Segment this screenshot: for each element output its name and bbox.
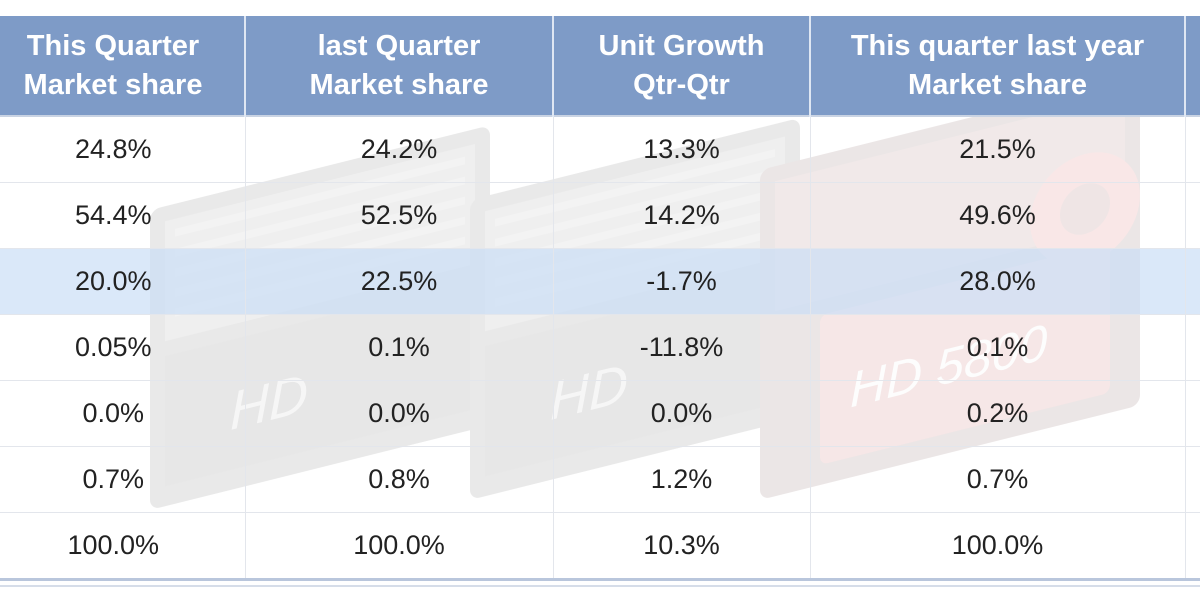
- cell-unit-growth: 10.3%: [553, 512, 811, 581]
- cell-last-year: 21.5%: [810, 115, 1186, 183]
- header-last-quarter-share: last Quarter Market share: [245, 16, 554, 116]
- cell-extra: [1185, 248, 1200, 315]
- cell-last-year: 28.0%: [810, 248, 1186, 315]
- header-extra-column: [1185, 16, 1200, 116]
- bottom-divider: [0, 585, 1200, 587]
- cell-this-quarter: 24.8%: [0, 115, 246, 183]
- cell-extra: [1185, 446, 1200, 513]
- cell-unit-growth: 14.2%: [553, 182, 811, 249]
- cell-extra: [1185, 115, 1200, 183]
- cell-this-quarter: 100.0%: [0, 512, 246, 581]
- header-last-year-share: This quarter last year Market share: [810, 16, 1186, 116]
- table-row-total: 100.0% 100.0% 10.3% 100.0%: [0, 512, 1200, 581]
- cell-last-quarter: 0.1%: [245, 314, 554, 381]
- cell-this-quarter: 0.05%: [0, 314, 246, 381]
- cell-unit-growth: 13.3%: [553, 115, 811, 183]
- cell-unit-growth: 1.2%: [553, 446, 811, 513]
- cell-extra: [1185, 314, 1200, 381]
- table-row: 24.8% 24.2% 13.3% 21.5%: [0, 115, 1200, 183]
- cell-last-year: 100.0%: [810, 512, 1186, 581]
- header-unit-growth: Unit Growth Qtr-Qtr: [553, 16, 811, 116]
- cell-last-year: 0.7%: [810, 446, 1186, 513]
- table-row: 0.0% 0.0% 0.0% 0.2%: [0, 380, 1200, 447]
- cell-last-quarter: 100.0%: [245, 512, 554, 581]
- cell-this-quarter: 54.4%: [0, 182, 246, 249]
- cell-last-year: 0.2%: [810, 380, 1186, 447]
- cell-unit-growth: 0.0%: [553, 380, 811, 447]
- cell-this-quarter: 20.0%: [0, 248, 246, 315]
- cell-this-quarter: 0.0%: [0, 380, 246, 447]
- cell-last-year: 49.6%: [810, 182, 1186, 249]
- table-row: 54.4% 52.5% 14.2% 49.6%: [0, 182, 1200, 249]
- cell-last-quarter: 0.0%: [245, 380, 554, 447]
- table-header: This Quarter Market share last Quarter M…: [0, 16, 1200, 116]
- cell-last-quarter: 22.5%: [245, 248, 554, 315]
- cell-last-quarter: 52.5%: [245, 182, 554, 249]
- cell-last-quarter: 0.8%: [245, 446, 554, 513]
- header-row: This Quarter Market share last Quarter M…: [0, 16, 1200, 116]
- market-share-table: This Quarter Market share last Quarter M…: [0, 16, 1200, 581]
- cell-last-quarter: 24.2%: [245, 115, 554, 183]
- table-row-highlighted: 20.0% 22.5% -1.7% 28.0%: [0, 248, 1200, 315]
- header-this-quarter-share: This Quarter Market share: [0, 16, 246, 116]
- table-row: 0.7% 0.8% 1.2% 0.7%: [0, 446, 1200, 513]
- cell-extra: [1185, 380, 1200, 447]
- table-row: 0.05% 0.1% -11.8% 0.1%: [0, 314, 1200, 381]
- cell-unit-growth: -1.7%: [553, 248, 811, 315]
- cell-extra: [1185, 512, 1200, 581]
- table-body: 24.8% 24.2% 13.3% 21.5% 54.4% 52.5% 14.2…: [0, 115, 1200, 581]
- cell-last-year: 0.1%: [810, 314, 1186, 381]
- cell-unit-growth: -11.8%: [553, 314, 811, 381]
- cell-this-quarter: 0.7%: [0, 446, 246, 513]
- cell-extra: [1185, 182, 1200, 249]
